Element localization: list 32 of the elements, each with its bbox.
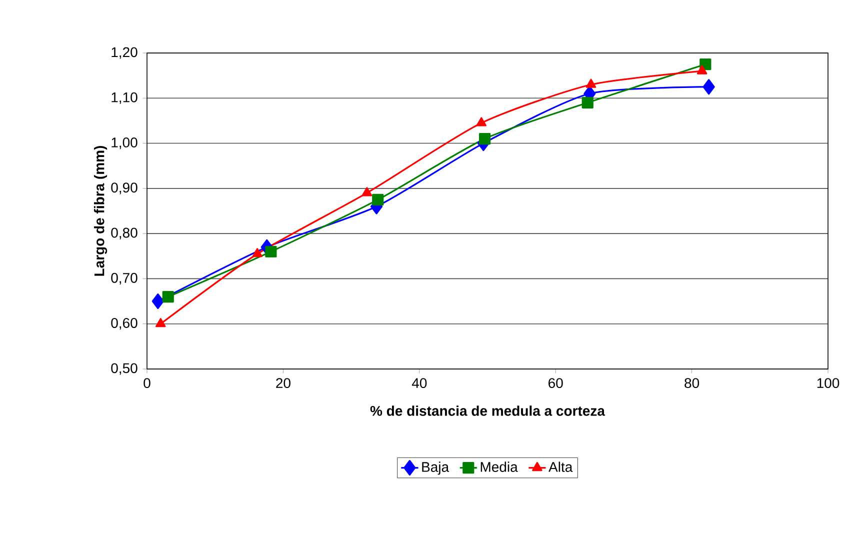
point <box>162 290 174 303</box>
x-tick-label: 60 <box>548 378 563 388</box>
x-tick-label: 100 <box>817 378 840 388</box>
y-tick-label: 0,90 <box>111 182 138 194</box>
x-tick-label: 80 <box>684 378 700 388</box>
x-tick-label: 0 <box>144 378 150 388</box>
point <box>156 318 166 328</box>
point <box>478 132 491 145</box>
y-axis-title: Largo de fibra (mm) <box>94 146 108 276</box>
y-tick-label: 0,60 <box>111 318 138 330</box>
point <box>582 96 594 108</box>
point <box>586 78 596 88</box>
point <box>372 194 384 206</box>
y-tick-label: 1,20 <box>112 47 138 59</box>
point <box>265 246 277 258</box>
point <box>362 187 372 196</box>
legend-label: Baja <box>422 462 450 475</box>
x-axis-title: % de distancia de medula a corteza <box>370 406 606 416</box>
y-tick-label: 1,10 <box>112 92 138 104</box>
point <box>152 293 164 310</box>
point <box>252 248 262 258</box>
y-tick-label: 0,70 <box>111 272 138 284</box>
y-tick-label: 0,80 <box>111 228 138 240</box>
x-tick-label: 40 <box>412 378 427 388</box>
x-tick-label: 20 <box>276 378 290 388</box>
point <box>476 117 487 126</box>
y-tick-label: 0,50 <box>111 363 138 375</box>
point <box>702 79 715 95</box>
legend-label: Alta <box>548 462 573 472</box>
point <box>696 65 708 74</box>
legend-label: Media <box>480 462 518 472</box>
y-tick-label: 1,00 <box>112 137 138 150</box>
